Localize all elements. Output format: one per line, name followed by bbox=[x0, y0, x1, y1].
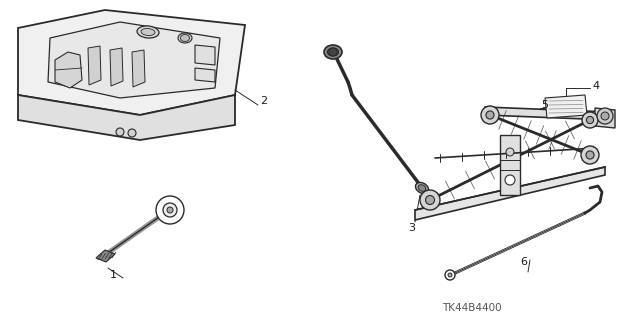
Polygon shape bbox=[18, 10, 245, 115]
Circle shape bbox=[329, 48, 337, 56]
Text: TK44B4400: TK44B4400 bbox=[442, 303, 502, 313]
Polygon shape bbox=[96, 250, 115, 262]
Circle shape bbox=[506, 148, 514, 156]
Circle shape bbox=[167, 207, 173, 213]
Polygon shape bbox=[55, 52, 82, 88]
Circle shape bbox=[445, 270, 455, 280]
Circle shape bbox=[486, 111, 494, 119]
Text: 4: 4 bbox=[592, 81, 599, 91]
Circle shape bbox=[448, 273, 452, 277]
Circle shape bbox=[601, 112, 609, 120]
Ellipse shape bbox=[180, 34, 189, 41]
Polygon shape bbox=[195, 45, 215, 65]
Polygon shape bbox=[132, 50, 145, 87]
Ellipse shape bbox=[178, 33, 192, 43]
Circle shape bbox=[116, 128, 124, 136]
Circle shape bbox=[505, 175, 515, 185]
Ellipse shape bbox=[328, 48, 339, 56]
Polygon shape bbox=[500, 135, 520, 195]
Ellipse shape bbox=[324, 45, 342, 59]
Text: 5: 5 bbox=[541, 100, 548, 110]
Polygon shape bbox=[48, 22, 220, 98]
Polygon shape bbox=[195, 68, 215, 82]
Polygon shape bbox=[485, 107, 610, 120]
Circle shape bbox=[586, 151, 594, 159]
Text: 2: 2 bbox=[260, 96, 267, 106]
Ellipse shape bbox=[141, 28, 155, 35]
Text: 1: 1 bbox=[110, 270, 117, 280]
Circle shape bbox=[597, 108, 613, 124]
Circle shape bbox=[581, 146, 599, 164]
Polygon shape bbox=[595, 108, 615, 128]
Ellipse shape bbox=[415, 182, 429, 194]
Polygon shape bbox=[110, 48, 123, 86]
Circle shape bbox=[420, 190, 440, 210]
Circle shape bbox=[582, 112, 598, 128]
Circle shape bbox=[586, 116, 594, 123]
Circle shape bbox=[128, 129, 136, 137]
Circle shape bbox=[481, 106, 499, 124]
Polygon shape bbox=[545, 95, 587, 118]
Circle shape bbox=[156, 196, 184, 224]
Ellipse shape bbox=[418, 185, 426, 191]
Polygon shape bbox=[88, 46, 101, 85]
Text: 3: 3 bbox=[408, 223, 415, 233]
Text: 6: 6 bbox=[520, 257, 527, 267]
Circle shape bbox=[426, 196, 435, 204]
Polygon shape bbox=[18, 95, 235, 140]
Polygon shape bbox=[415, 167, 605, 220]
Ellipse shape bbox=[137, 26, 159, 38]
Circle shape bbox=[163, 203, 177, 217]
